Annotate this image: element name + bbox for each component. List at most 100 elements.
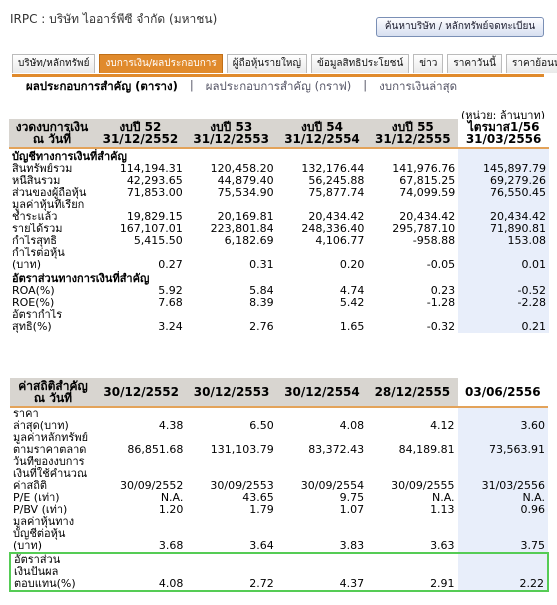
value-cell: 3.75: [457, 516, 548, 553]
column-header: งบปี 52 31/12/2552: [95, 119, 186, 149]
value-cell: 4.08: [339, 419, 365, 432]
data-row: กำไรต่อหุ้น (บาท) 0.27 0.31 0.20 -0.05 0.01: [9, 247, 549, 271]
value-cell: 5,415.50: [133, 235, 183, 247]
value-cell: 4.38: [158, 419, 184, 432]
tab[interactable]: ราคาย้อนหลัง: [505, 54, 557, 73]
data-row: หนี้สินรวม 42,293.65 44,879.40 56,245.88 67,…: [9, 175, 549, 187]
column-header: งบปี 54 31/12/2554: [276, 119, 368, 149]
column-header: 03/06/2556: [457, 378, 548, 408]
data-row: อัตราส่วนเงินปันผลตอบแทน(%) 4.08 2.72 4.37 2…: [9, 552, 550, 592]
section-row: บัญชีทางการเงินที่สำคัญ: [9, 148, 549, 163]
value-cell: 167,107.01: [119, 223, 183, 235]
value-cell: -0.52: [458, 285, 549, 297]
tab-bar: บริษัท/หลักทรัพย์ งบการเงิน/ผลประกอบการ ผู…: [12, 54, 557, 77]
value-cell: 75,534.90: [217, 187, 274, 199]
row-label: ROE(%): [12, 297, 55, 309]
value-cell: 295,787.10: [392, 223, 456, 235]
row-label: อัตรากำไรสุทธิ(%): [12, 309, 63, 333]
statistics-table: ค่าสถิติสำคัญ ณ วันที่ 30/12/2552 30/12/25…: [9, 378, 550, 592]
value-cell: 1.79: [249, 504, 274, 516]
value-cell: 30/09/2552: [119, 479, 184, 492]
data-row: ราคาล่าสุด(บาท) 4.38 6.50 4.08 4.12 3.60: [10, 407, 548, 432]
row-label: งวดงบการเงิน ณ วันที่: [9, 119, 95, 149]
column-header: 30/12/2552: [96, 378, 187, 408]
value-cell: 145,897.79: [458, 163, 549, 175]
value-cell: 44,879.40: [217, 175, 274, 187]
data-row: มูลค่าหลักทรัพย์ตามราคาตลาด 86,851.68 131,…: [10, 432, 548, 456]
value-cell: 3.68: [158, 539, 184, 552]
value-cell: N.A.: [160, 492, 184, 504]
value-cell: 141,976.76: [392, 163, 456, 175]
header-row: งวดงบการเงิน ณ วันที่ งบปี 52 31/12/2552 ง…: [9, 119, 549, 149]
value-cell: 248,336.40: [301, 223, 365, 235]
tab[interactable]: ราคาวันนี้: [447, 54, 502, 73]
data-row: P/E (เท่า) N.A. 43.65 9.75 N.A. N.A.: [10, 492, 548, 504]
column-header: งบปี 53 31/12/2553: [185, 119, 277, 149]
sub-link[interactable]: งบการเงินล่าสุด: [379, 79, 458, 93]
value-cell: 76,550.45: [458, 187, 549, 199]
value-cell: 71,853.00: [126, 187, 183, 199]
section-title: บัญชีทางการเงินที่สำคัญ: [12, 150, 127, 163]
value-cell: 20,434.42: [399, 210, 456, 223]
value-cell: 1.20: [158, 504, 184, 516]
search-button[interactable]: ค้นหาบริษัท / หลักทรัพย์จดทะเบียน: [376, 17, 544, 37]
row-label: ราคาล่าสุด(บาท): [13, 407, 69, 432]
value-cell: 4.74: [339, 285, 365, 297]
value-cell: 84,189.81: [398, 443, 455, 456]
value-cell: 67,815.25: [399, 175, 456, 187]
tab[interactable]: งบการเงิน/ผลประกอบการ: [99, 54, 223, 73]
value-cell: 0.31: [249, 258, 274, 271]
row-label: กำไรสุทธิ: [12, 235, 57, 247]
separator: |: [189, 78, 194, 92]
value-cell: 20,434.42: [308, 210, 365, 223]
value-cell: 86,851.68: [127, 443, 184, 456]
value-cell: 8.39: [249, 297, 274, 309]
financials-table: งวดงบการเงิน ณ วันที่ งบปี 52 31/12/2552 ง…: [9, 119, 549, 333]
data-row: ส่วนของผู้ถือหุ้น 71,853.00 75,534.90 75,87…: [9, 187, 549, 199]
column-header: ไตรมาส1/56 31/03/2556: [458, 119, 549, 149]
row-label: มูลค่าหลักทรัพย์ตามราคาตลาด: [13, 432, 89, 456]
value-cell: 3.83: [339, 539, 365, 552]
section-filler: [458, 271, 549, 285]
data-row: มูลค่าหุ้นทางบัญชีต่อหุ้น (บาท) 3.68 3.64 3…: [10, 516, 548, 553]
value-cell: 75,877.74: [308, 187, 365, 199]
value-cell: 0.96: [457, 504, 548, 516]
value-cell: 4.08: [96, 552, 187, 592]
value-cell: 5.84: [249, 285, 274, 297]
data-row: กำไรสุทธิ 5,415.50 6,182.69 4,106.77 -958.88…: [9, 235, 549, 247]
value-cell: 7.68: [158, 297, 183, 309]
value-cell: N.A.: [457, 492, 548, 504]
value-cell: 19,829.15: [126, 210, 183, 223]
value-cell: 2.91: [367, 552, 458, 592]
tab[interactable]: ข่าว: [413, 54, 444, 73]
value-cell: 20,434.42: [458, 199, 549, 223]
value-cell: -0.32: [426, 320, 456, 333]
row-label: P/E (เท่า): [13, 492, 60, 504]
value-cell: 2.76: [249, 320, 274, 333]
data-row: ROA(%) 5.92 5.84 4.74 0.23 -0.52: [9, 285, 549, 297]
row-label: สินทรัพย์รวม: [12, 163, 73, 175]
tab[interactable]: ข้อมูลสิทธิประโยชน์: [310, 54, 410, 73]
value-cell: 4.12: [430, 419, 455, 432]
value-cell: 30/09/2555: [391, 479, 455, 492]
value-cell: 3.24: [158, 320, 183, 333]
sub-link[interactable]: ผลประกอบการสำคัญ (กราฟ): [205, 79, 352, 93]
row-label: ROA(%): [12, 285, 55, 297]
value-cell: 2.72: [186, 552, 277, 592]
value-cell: 120,458.20: [210, 163, 274, 175]
tab[interactable]: บริษัท/หลักทรัพย์: [12, 54, 96, 73]
value-cell: 43.65: [242, 492, 274, 504]
value-cell: 114,194.31: [119, 163, 183, 175]
value-cell: 69,279.26: [458, 175, 549, 187]
sub-navigation: ผลประกอบการสำคัญ (ตาราง) | ผลประกอบการสำคั…: [26, 78, 546, 96]
value-cell: 0.20: [339, 258, 365, 271]
value-cell: 73,563.91: [457, 432, 548, 456]
value-cell: 3.63: [430, 539, 455, 552]
section-title: อัตราส่วนทางการเงินที่สำคัญ: [12, 272, 150, 285]
tab[interactable]: ผู้ถือหุ้นรายใหญ่: [226, 54, 307, 73]
value-cell: 0.23: [430, 285, 456, 297]
row-label: มูลค่าหุ้นที่เรียกชำระแล้ว: [12, 199, 85, 223]
row-label: ส่วนของผู้ถือหุ้น: [12, 187, 87, 199]
value-cell: 153.08: [458, 235, 549, 247]
